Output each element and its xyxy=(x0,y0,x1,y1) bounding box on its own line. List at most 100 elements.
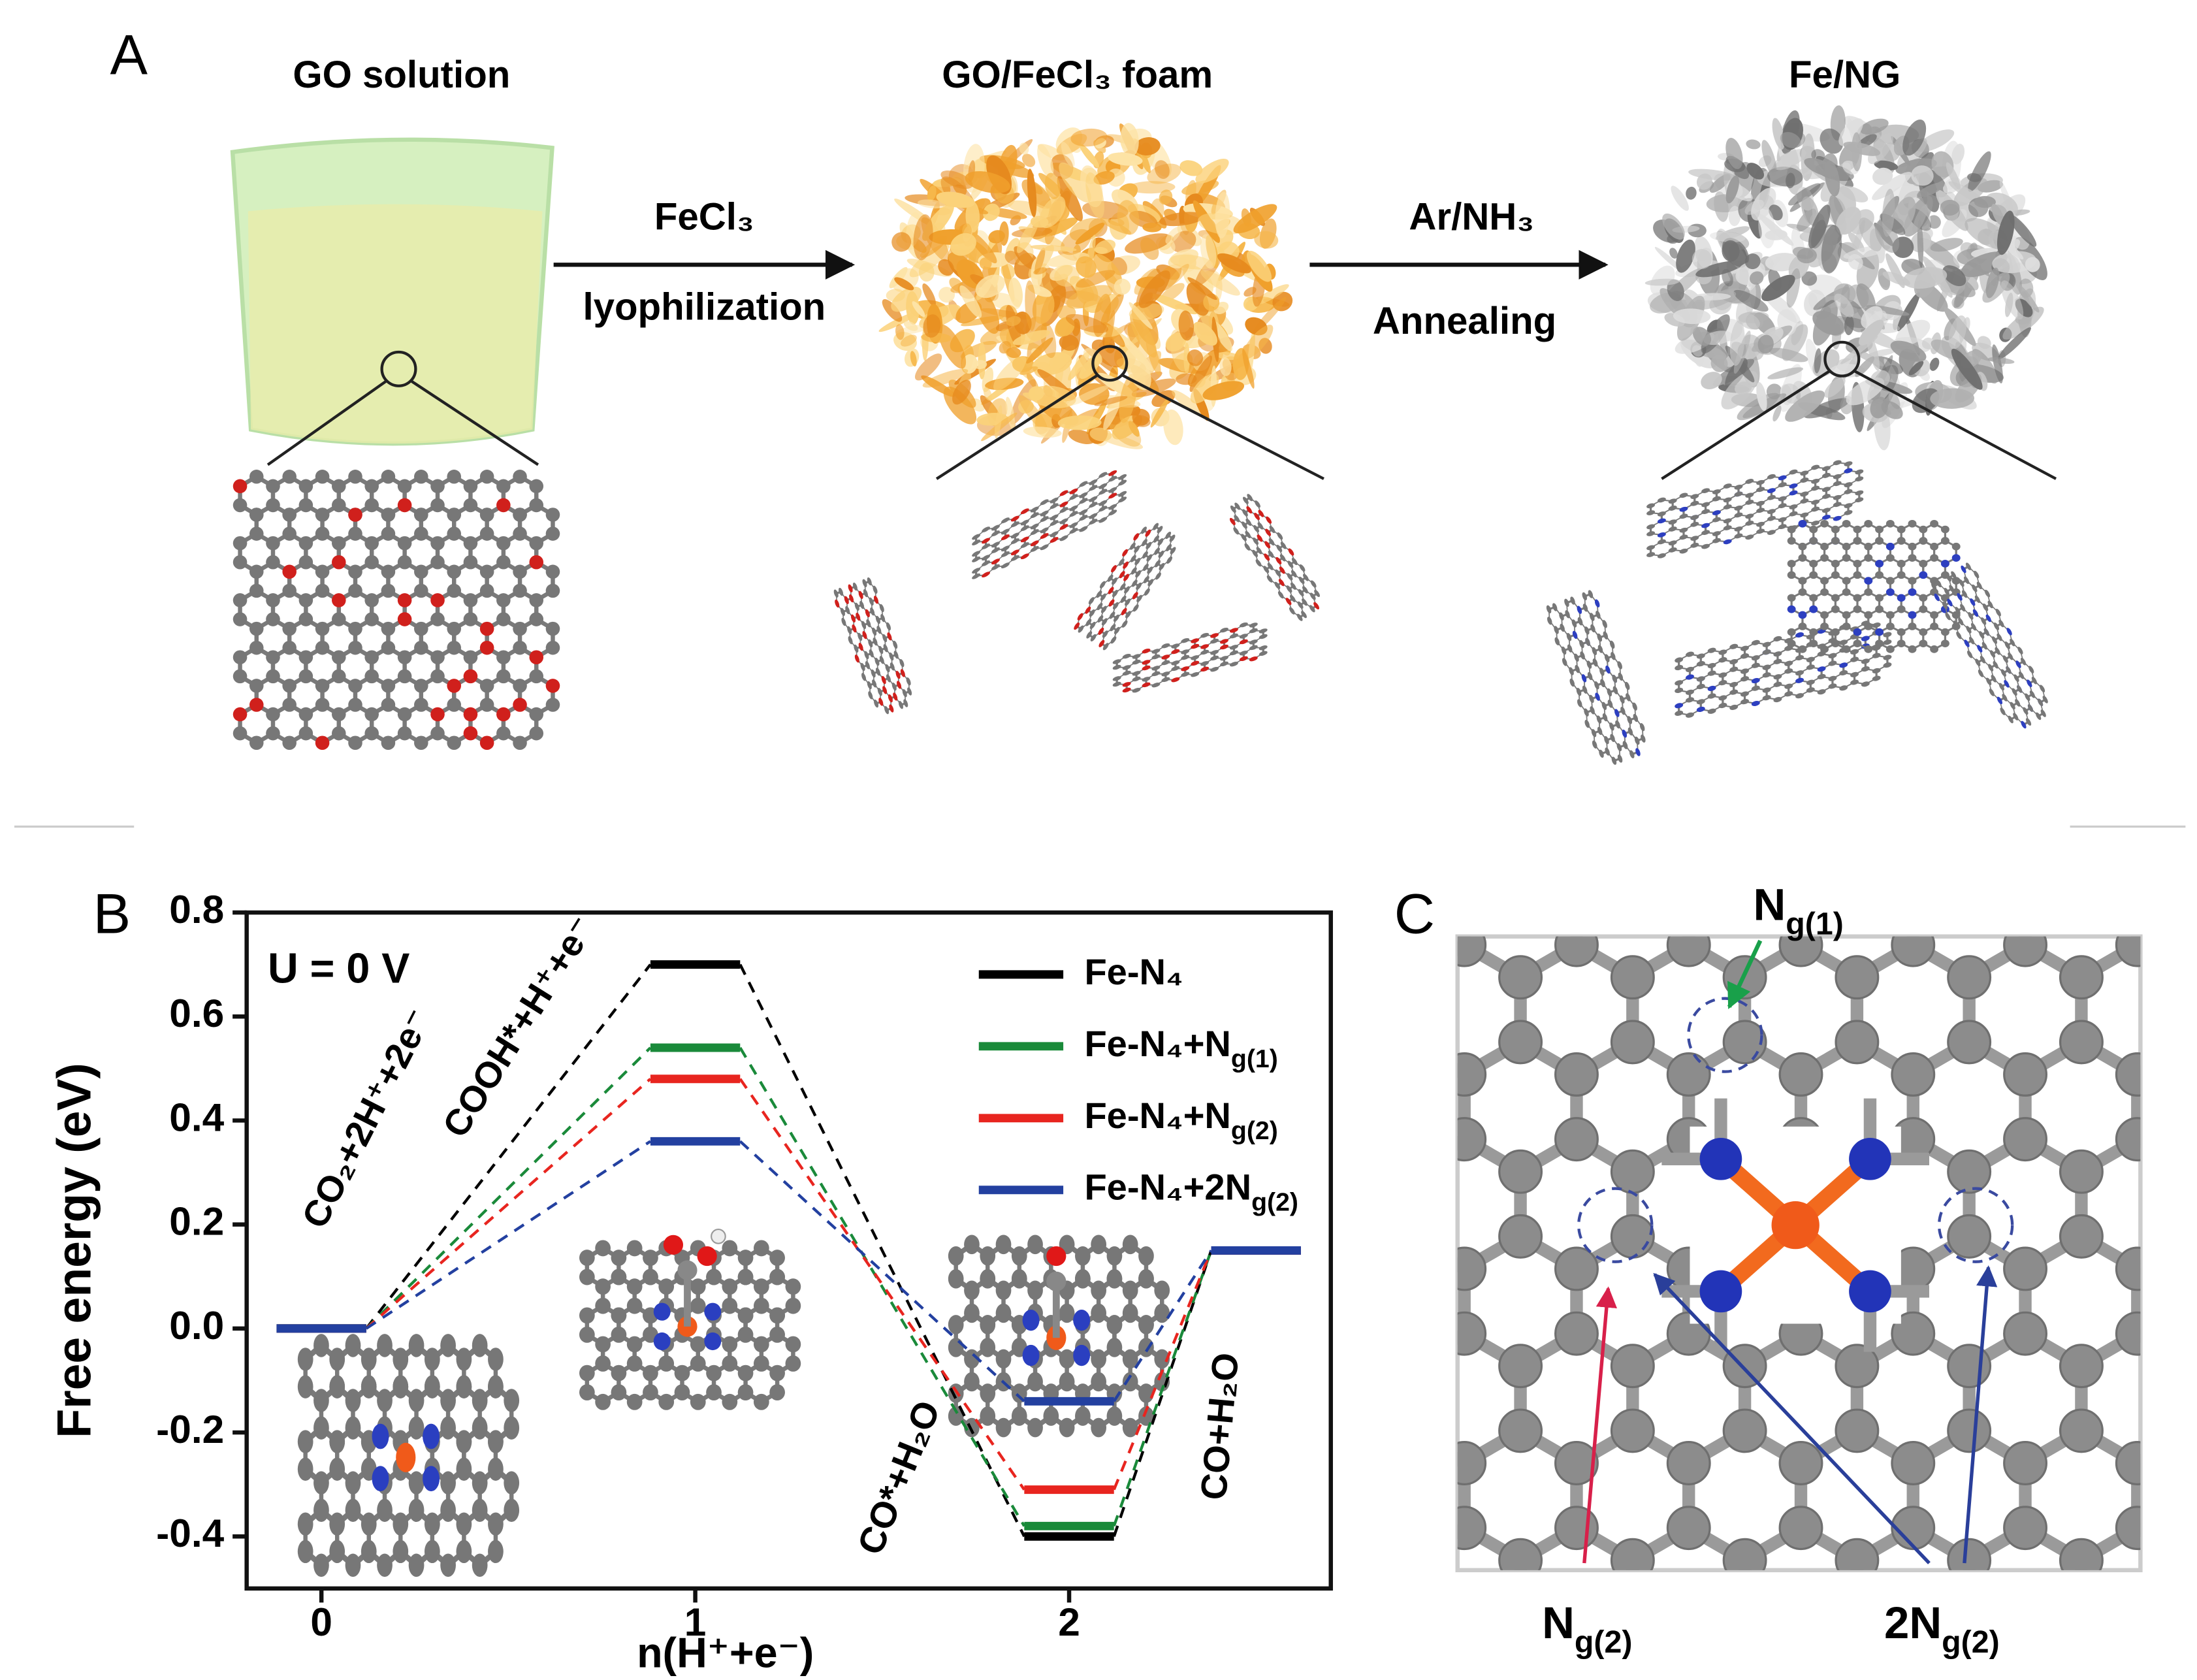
atom xyxy=(2027,704,2034,712)
atom xyxy=(315,735,330,751)
flake xyxy=(1722,240,1740,262)
flake xyxy=(1128,421,1140,437)
atom xyxy=(1597,645,1603,653)
atom xyxy=(1020,536,1029,543)
atom xyxy=(1885,622,1895,630)
atom xyxy=(674,1365,690,1381)
flake xyxy=(1744,253,1761,270)
atom xyxy=(1809,560,1818,568)
atom xyxy=(595,1355,611,1372)
sheet xyxy=(1787,519,1961,653)
flake xyxy=(1916,129,1955,152)
atom xyxy=(1604,654,1610,662)
atom xyxy=(579,1384,595,1401)
atom xyxy=(2006,666,2012,674)
atom xyxy=(1806,664,1815,670)
atom xyxy=(1864,519,1873,528)
panel-label: C xyxy=(1394,882,1435,945)
atom xyxy=(364,669,379,684)
atom xyxy=(440,1471,456,1494)
atom xyxy=(1707,670,1716,676)
atom xyxy=(1975,658,1981,666)
sheet xyxy=(833,577,912,715)
flake xyxy=(1987,357,2015,364)
flake xyxy=(882,299,903,322)
atom xyxy=(1050,503,1059,509)
legend-label: Fe-N₄+Ng(1) xyxy=(1084,1023,1277,1074)
atom xyxy=(885,664,890,673)
atom xyxy=(1811,506,1820,512)
flake xyxy=(1948,315,1967,349)
atom xyxy=(1119,583,1126,591)
flake xyxy=(918,263,935,282)
atom xyxy=(1133,533,1140,541)
atom xyxy=(545,640,560,655)
atom xyxy=(1853,594,1862,602)
connector xyxy=(1112,1250,1213,1402)
atom xyxy=(1040,533,1049,539)
atom xyxy=(348,679,362,693)
atom xyxy=(1800,491,1809,497)
flake xyxy=(940,170,973,189)
atom xyxy=(1122,687,1131,693)
flake xyxy=(1034,248,1046,274)
atom xyxy=(881,675,886,685)
atom xyxy=(1200,666,1210,672)
atom xyxy=(1833,502,1842,508)
atom xyxy=(753,1297,769,1314)
atom xyxy=(332,726,346,741)
atom xyxy=(496,498,511,513)
atom xyxy=(737,1307,754,1324)
atom xyxy=(897,681,902,689)
flake xyxy=(1057,415,1102,430)
atom xyxy=(1833,474,1842,479)
flake xyxy=(1129,303,1164,321)
y-tick-label: 0.0 xyxy=(169,1303,224,1348)
atom xyxy=(1686,689,1694,695)
atom xyxy=(1001,534,1010,540)
atom xyxy=(1118,496,1127,503)
atom xyxy=(1276,544,1283,553)
atom xyxy=(1554,637,1560,646)
atom xyxy=(364,479,379,494)
atom xyxy=(1161,660,1170,666)
atom xyxy=(313,1498,329,1522)
atom xyxy=(1949,585,1955,593)
atom xyxy=(463,707,478,722)
atom xyxy=(381,621,396,636)
atom xyxy=(1831,537,1840,545)
atom xyxy=(1795,654,1804,660)
n-atom xyxy=(704,1302,722,1321)
o-atom xyxy=(1046,1246,1066,1267)
atom xyxy=(1582,592,1588,601)
atom xyxy=(1707,685,1716,691)
atom xyxy=(1762,687,1771,693)
flake xyxy=(1695,261,1743,278)
flake xyxy=(973,360,987,370)
atom xyxy=(1883,632,1892,638)
atom xyxy=(1560,623,1565,632)
atom xyxy=(1883,654,1892,660)
atom xyxy=(1983,628,1989,636)
atom xyxy=(1885,577,1895,585)
flake xyxy=(1155,160,1170,179)
atom xyxy=(447,735,462,751)
connector xyxy=(365,1046,652,1330)
atom xyxy=(1106,1338,1123,1357)
atom xyxy=(266,612,280,626)
atom xyxy=(1229,628,1238,633)
atom xyxy=(1030,540,1039,547)
flake xyxy=(1788,183,1821,206)
flake xyxy=(1187,277,1217,300)
legend-label-part: g(2) xyxy=(1251,1188,1298,1217)
atom xyxy=(479,679,494,693)
flake xyxy=(1076,270,1115,288)
atom xyxy=(348,735,362,751)
atom xyxy=(249,526,264,541)
flake xyxy=(999,341,1012,354)
flake xyxy=(1114,278,1131,295)
atom xyxy=(1745,479,1754,484)
flake xyxy=(965,171,1010,193)
flake xyxy=(1749,271,1764,285)
atom xyxy=(1268,550,1274,558)
